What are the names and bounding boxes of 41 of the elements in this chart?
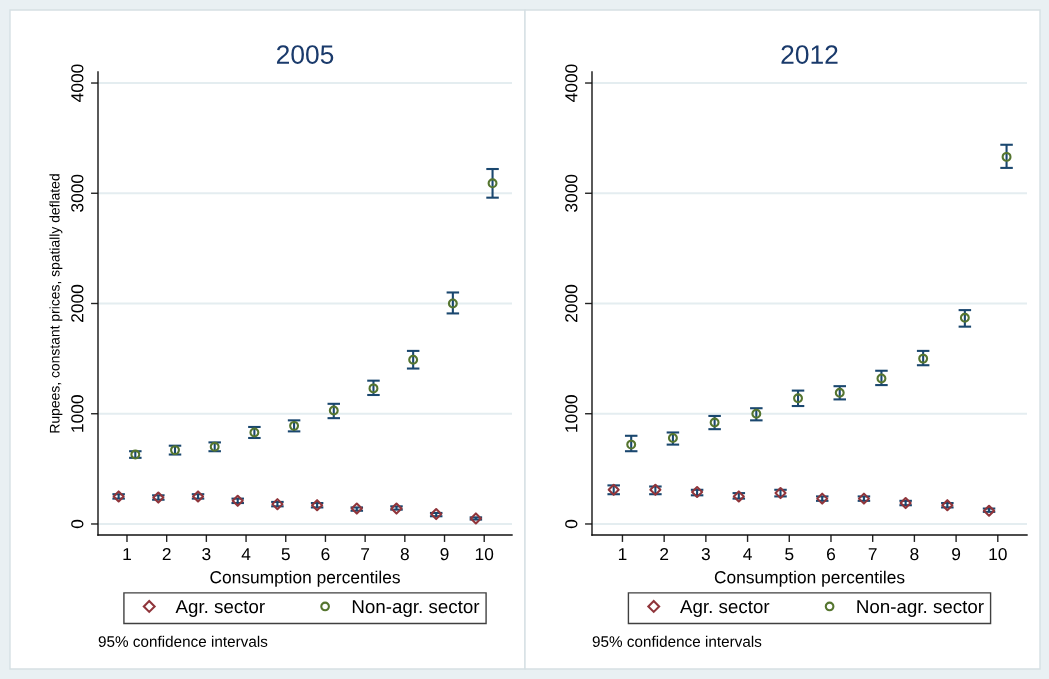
x-tick-label: 8 — [910, 547, 919, 561]
x-tick-label: 7 — [361, 548, 370, 561]
y-tick-label: 1000 — [565, 395, 578, 432]
x-tick-label: 6 — [827, 547, 836, 561]
y-tick-label: 2000 — [565, 284, 578, 322]
x-tick-label: 2 — [660, 547, 669, 561]
x-tick-label: 3 — [701, 547, 710, 561]
x-tick-label: 4 — [743, 548, 752, 561]
y-tick-label: 3000 — [565, 174, 578, 212]
x-tick-label: 2 — [162, 547, 171, 561]
x-tick-label: 10 — [475, 547, 494, 561]
y-axis-title: Rupees, constant prices, spatially deflated — [49, 174, 63, 433]
y-tick-label: 4000 — [565, 64, 578, 102]
x-tick-label: 1 — [123, 548, 131, 561]
legend-label: Agr. sector — [175, 600, 265, 617]
y-tick-label: 3000 — [71, 174, 84, 212]
x-tick-label: 7 — [868, 548, 877, 561]
y-tick-label: 2000 — [71, 284, 84, 322]
x-axis-title: Consumption percentiles — [714, 570, 905, 587]
legend-label: Non-agr. sector — [857, 600, 984, 617]
text: 95% confidence intervals — [98, 635, 268, 647]
text: 95% confidence intervals — [592, 635, 762, 647]
chart-title: 2005 — [276, 45, 334, 64]
x-tick-label: 5 — [785, 548, 794, 561]
x-tick-label: 8 — [400, 547, 409, 561]
x-tick-label: 6 — [321, 547, 330, 561]
y-tick-label: 0 — [71, 519, 84, 529]
y-tick-label: 4000 — [71, 64, 84, 102]
x-tick-label: 10 — [989, 547, 1007, 561]
y-tick-label: 1000 — [71, 395, 84, 432]
x-tick-label: 3 — [202, 547, 211, 561]
x-axis-title: Consumption percentiles — [210, 570, 400, 587]
legend-label: Non-agr. sector — [352, 600, 480, 617]
y-tick-label: 0 — [565, 519, 578, 529]
chart-title: 2012 — [781, 45, 838, 64]
x-tick-label: 5 — [281, 548, 290, 561]
x-tick-label: 1 — [618, 548, 627, 561]
legend-label: Agr. sector — [680, 600, 770, 617]
x-tick-label: 9 — [440, 547, 449, 561]
x-tick-label: 9 — [952, 547, 961, 561]
x-tick-label: 4 — [241, 548, 251, 561]
